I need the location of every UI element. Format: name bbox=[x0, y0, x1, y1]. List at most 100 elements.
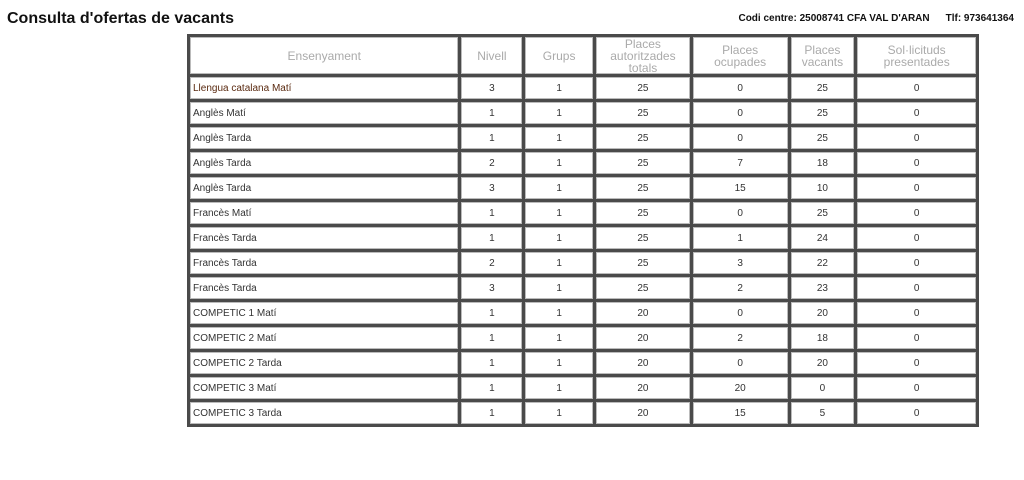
value-cell: 0 bbox=[854, 399, 979, 427]
value-cell: 1 bbox=[458, 124, 526, 152]
value-cell: 15 bbox=[689, 399, 791, 427]
value-cell: 1 bbox=[522, 99, 597, 127]
column-header: Ensenyament bbox=[186, 34, 462, 77]
value-cell: 25 bbox=[787, 74, 858, 102]
value-cell: 0 bbox=[854, 249, 979, 277]
value-cell: 1 bbox=[522, 324, 597, 352]
table-row: COMPETIC 3 Matí 1 1 20 20 0 0 bbox=[186, 374, 979, 402]
ensenyament-cell: Llengua catalana Matí bbox=[186, 74, 462, 102]
value-cell: 5 bbox=[787, 399, 858, 427]
ensenyament-cell: COMPETIC 3 Tarda bbox=[186, 399, 462, 427]
value-cell: 1 bbox=[522, 74, 597, 102]
value-cell: 1 bbox=[458, 324, 526, 352]
value-cell: 18 bbox=[787, 149, 858, 177]
value-cell: 25 bbox=[593, 199, 693, 227]
table-row: Anglès Matí 1 1 25 0 25 0 bbox=[186, 99, 979, 127]
vacancies-table: Ensenyament Nivell Grups Places autoritzade… bbox=[186, 34, 979, 427]
value-cell: 20 bbox=[593, 349, 693, 377]
value-cell: 10 bbox=[787, 174, 858, 202]
value-cell: 18 bbox=[787, 324, 858, 352]
value-cell: 0 bbox=[854, 299, 979, 327]
ensenyament-cell: COMPETIC 1 Matí bbox=[186, 299, 462, 327]
ensenyament-cell: Anglès Tarda bbox=[186, 149, 462, 177]
value-cell: 0 bbox=[854, 99, 979, 127]
table-row: COMPETIC 1 Matí 1 1 20 0 20 0 bbox=[186, 299, 979, 327]
ensenyament-cell: Francès Tarda bbox=[186, 249, 462, 277]
value-cell: 25 bbox=[593, 74, 693, 102]
value-cell: 25 bbox=[593, 274, 693, 302]
value-cell: 20 bbox=[593, 374, 693, 402]
value-cell: 20 bbox=[593, 299, 693, 327]
value-cell: 1 bbox=[522, 249, 597, 277]
table-header-row: Ensenyament Nivell Grups Places autoritzade… bbox=[186, 34, 979, 77]
value-cell: 20 bbox=[593, 399, 693, 427]
value-cell: 15 bbox=[689, 174, 791, 202]
value-cell: 3 bbox=[689, 249, 791, 277]
table-row: Anglès Tarda 1 1 25 0 25 0 bbox=[186, 124, 979, 152]
value-cell: 0 bbox=[854, 274, 979, 302]
value-cell: 0 bbox=[854, 199, 979, 227]
value-cell: 25 bbox=[593, 224, 693, 252]
column-header: Nivell bbox=[458, 34, 526, 77]
ensenyament-cell: Francès Matí bbox=[186, 199, 462, 227]
value-cell: 22 bbox=[787, 249, 858, 277]
value-cell: 1 bbox=[689, 224, 791, 252]
value-cell: 1 bbox=[522, 174, 597, 202]
ensenyament-cell: COMPETIC 2 Tarda bbox=[186, 349, 462, 377]
table-row: Francès Tarda 1 1 25 1 24 0 bbox=[186, 224, 979, 252]
ensenyament-cell: Francès Tarda bbox=[186, 224, 462, 252]
value-cell: 2 bbox=[689, 274, 791, 302]
value-cell: 0 bbox=[689, 74, 791, 102]
value-cell: 0 bbox=[854, 74, 979, 102]
value-cell: 1 bbox=[458, 224, 526, 252]
table-row: Francès Matí 1 1 25 0 25 0 bbox=[186, 199, 979, 227]
value-cell: 1 bbox=[522, 349, 597, 377]
telefon: Tlf: 973641364 bbox=[945, 13, 1014, 24]
ensenyament-cell: COMPETIC 2 Matí bbox=[186, 324, 462, 352]
ensenyament-cell: Francès Tarda bbox=[186, 274, 462, 302]
value-cell: 0 bbox=[689, 299, 791, 327]
ensenyament-cell: Anglès Matí bbox=[186, 99, 462, 127]
value-cell: 0 bbox=[854, 174, 979, 202]
value-cell: 3 bbox=[458, 74, 526, 102]
value-cell: 3 bbox=[458, 174, 526, 202]
page-title: Consulta d'ofertas de vacants bbox=[7, 10, 234, 27]
value-cell: 1 bbox=[458, 299, 526, 327]
value-cell: 0 bbox=[854, 374, 979, 402]
value-cell: 0 bbox=[689, 99, 791, 127]
column-header: Places vacants bbox=[787, 34, 858, 77]
value-cell: 25 bbox=[787, 99, 858, 127]
value-cell: 25 bbox=[593, 249, 693, 277]
value-cell: 23 bbox=[787, 274, 858, 302]
centre-info: Codi centre: 25008741 CFA VAL D'ARAN Tlf:… bbox=[738, 13, 1014, 24]
value-cell: 25 bbox=[593, 174, 693, 202]
value-cell: 0 bbox=[689, 349, 791, 377]
value-cell: 0 bbox=[854, 349, 979, 377]
value-cell: 25 bbox=[787, 124, 858, 152]
table-row: Francès Tarda 2 1 25 3 22 0 bbox=[186, 249, 979, 277]
value-cell: 1 bbox=[522, 124, 597, 152]
ensenyament-cell: Anglès Tarda bbox=[186, 174, 462, 202]
column-header: Places autoritzades totals bbox=[593, 34, 693, 77]
value-cell: 0 bbox=[689, 124, 791, 152]
table-row: COMPETIC 2 Tarda 1 1 20 0 20 0 bbox=[186, 349, 979, 377]
value-cell: 0 bbox=[787, 374, 858, 402]
value-cell: 1 bbox=[458, 374, 526, 402]
codi-centre: Codi centre: 25008741 CFA VAL D'ARAN bbox=[738, 13, 930, 24]
table-row: Anglès Tarda 2 1 25 7 18 0 bbox=[186, 149, 979, 177]
value-cell: 1 bbox=[458, 199, 526, 227]
value-cell: 2 bbox=[458, 149, 526, 177]
value-cell: 7 bbox=[689, 149, 791, 177]
value-cell: 1 bbox=[522, 199, 597, 227]
value-cell: 1 bbox=[522, 149, 597, 177]
table-row: COMPETIC 3 Tarda 1 1 20 15 5 0 bbox=[186, 399, 979, 427]
value-cell: 25 bbox=[593, 124, 693, 152]
column-header: Grups bbox=[522, 34, 597, 77]
value-cell: 1 bbox=[458, 399, 526, 427]
value-cell: 25 bbox=[787, 199, 858, 227]
value-cell: 1 bbox=[522, 224, 597, 252]
value-cell: 0 bbox=[854, 224, 979, 252]
value-cell: 24 bbox=[787, 224, 858, 252]
value-cell: 2 bbox=[458, 249, 526, 277]
value-cell: 3 bbox=[458, 274, 526, 302]
